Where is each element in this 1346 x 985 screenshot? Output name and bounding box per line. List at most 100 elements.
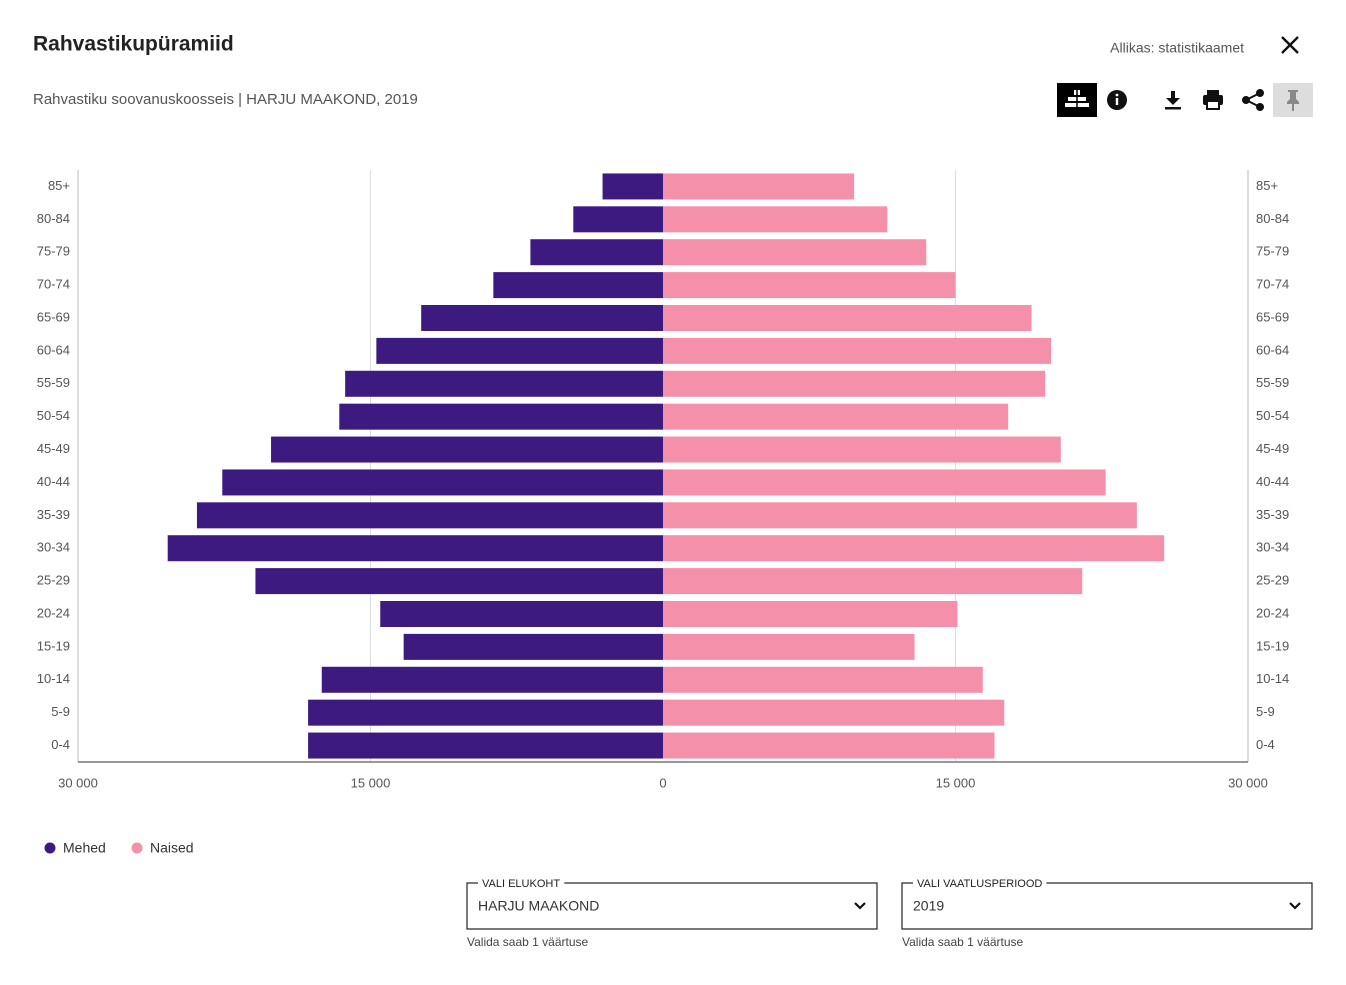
bar: [321, 666, 663, 693]
bar: [222, 469, 664, 496]
category-label-right: 80-84: [1256, 211, 1289, 226]
legend-swatch: [44, 842, 56, 854]
share-button[interactable]: [1242, 89, 1264, 111]
bar: [663, 239, 927, 266]
bar: [663, 666, 983, 693]
bar: [663, 403, 1009, 430]
title: Rahvastikupüramiid: [33, 33, 234, 56]
dropdown-value: HARJU MAAKOND: [478, 898, 599, 914]
category-label-left: 40-44: [37, 474, 70, 489]
category-label-right: 60-64: [1256, 342, 1289, 357]
category-label-right: 0-4: [1256, 737, 1275, 752]
filters: VALI ELUKOHT HARJU MAAKOND Valida saab 1 v…: [466, 878, 1313, 949]
bar: [403, 633, 663, 660]
category-label-right: 40-44: [1256, 474, 1289, 489]
category-label-right: 30-34: [1256, 540, 1289, 555]
legend: Mehed Naised: [44, 840, 194, 856]
category-label-left: 10-14: [37, 671, 70, 686]
dropdown-hint: Valida saab 1 väärtuse: [467, 935, 589, 949]
category-label-left: 80-84: [37, 211, 70, 226]
bar: [493, 272, 663, 299]
category-label-left: 25-29: [37, 573, 70, 588]
bar: [421, 305, 663, 331]
x-tick-label: 30 000: [58, 775, 98, 790]
bar: [167, 535, 663, 562]
bar: [663, 601, 958, 627]
bar: [663, 699, 1005, 726]
category-label-right: 10-14: [1256, 671, 1289, 686]
label-background: [913, 878, 1047, 890]
bar: [308, 699, 663, 726]
dropdown-value: 2019: [913, 898, 944, 914]
x-tick-label: 15 000: [351, 775, 391, 790]
category-label-right: 45-49: [1256, 441, 1289, 456]
category-label-right: 5-9: [1256, 704, 1275, 719]
category-label-right: 75-79: [1256, 244, 1289, 259]
category-label-left: 5-9: [51, 704, 70, 719]
legend-label: Mehed: [63, 840, 106, 856]
category-label-left: 55-59: [37, 375, 70, 390]
bar: [380, 601, 663, 627]
dropdown-label: VALI ELUKOHT: [482, 878, 560, 890]
bar: [663, 633, 915, 660]
category-label-right: 50-54: [1256, 408, 1289, 423]
download-button[interactable]: [1165, 91, 1181, 110]
bar: [196, 502, 663, 529]
bar: [663, 469, 1106, 496]
bar: [602, 173, 663, 200]
bar: [271, 436, 663, 463]
bar: [530, 239, 663, 266]
pyramid-toggle[interactable]: [1057, 83, 1097, 117]
category-label-left: 45-49: [37, 441, 70, 456]
print-button[interactable]: [1203, 90, 1223, 110]
x-tick-label: 30 000: [1228, 775, 1268, 790]
category-label-left: 35-39: [37, 507, 70, 522]
dropdown[interactable]: [466, 882, 878, 930]
category-label-right: 20-24: [1256, 605, 1289, 620]
label-background: [478, 878, 565, 890]
category-label-right: 35-39: [1256, 507, 1289, 522]
category-label-left: 60-64: [37, 342, 70, 357]
category-label-left: 15-19: [37, 638, 70, 653]
category-label-left: 70-74: [37, 277, 70, 292]
x-tick-label: 15 000: [936, 775, 976, 790]
bar: [376, 337, 663, 364]
bar: [339, 403, 663, 430]
category-label-left: 65-69: [37, 309, 70, 324]
legend-label: Naised: [150, 840, 194, 856]
info-button[interactable]: [1107, 90, 1127, 110]
bar: [308, 732, 663, 759]
category-label-left: 75-79: [37, 244, 70, 259]
legend-swatch: [131, 842, 143, 854]
bar: [663, 502, 1137, 529]
category-label-right: 70-74: [1256, 277, 1289, 292]
bar: [663, 272, 956, 299]
pin-button[interactable]: [1273, 83, 1313, 117]
source: Allikas: statistikaamet: [1110, 40, 1244, 56]
bar: [663, 568, 1083, 595]
bar: [663, 173, 855, 200]
category-label-right: 85+: [1256, 178, 1278, 193]
dropdown[interactable]: [901, 882, 1313, 930]
bar: [663, 337, 1052, 364]
close-button[interactable]: [1281, 36, 1299, 54]
category-label-left: 0-4: [51, 737, 70, 752]
bar: [345, 370, 663, 397]
category-label-right: 25-29: [1256, 573, 1289, 588]
category-label-left: 50-54: [37, 408, 70, 423]
subtitle: Rahvastiku soovanuskoosseis | HARJU MAAK…: [33, 91, 418, 108]
bar: [663, 206, 888, 233]
x-tick-label: 0: [659, 775, 666, 790]
dropdown-chevron: [1289, 902, 1301, 910]
category-label-left: 30-34: [37, 540, 70, 555]
category-label-right: 15-19: [1256, 638, 1289, 653]
dropdown-hint: Valida saab 1 väärtuse: [902, 935, 1024, 949]
bar: [255, 568, 663, 595]
bar: [573, 206, 663, 233]
dropdown-label: VALI VAATLUSPERIOOD: [917, 878, 1042, 890]
category-label-left: 85+: [48, 178, 70, 193]
bar: [663, 436, 1061, 463]
bar: [663, 535, 1165, 562]
bar: [663, 370, 1046, 397]
